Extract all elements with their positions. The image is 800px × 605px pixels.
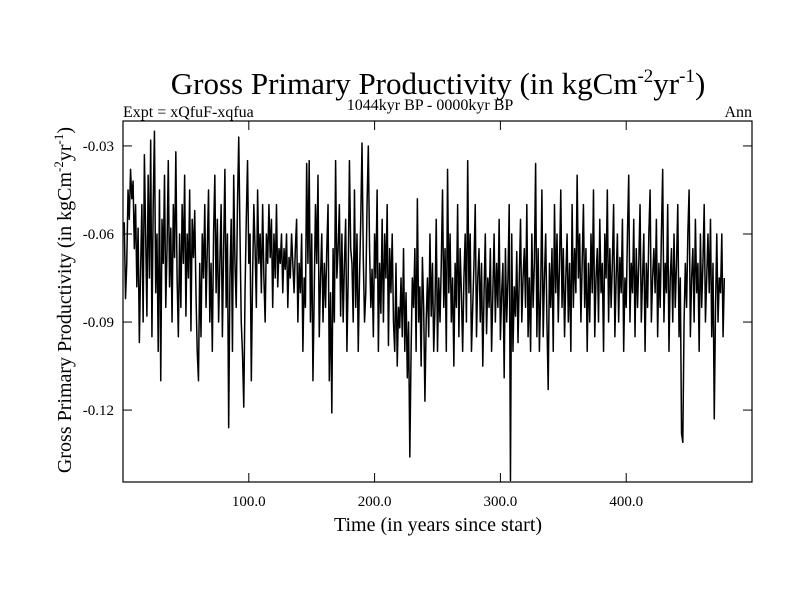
plot-frame — [122, 120, 753, 483]
x-tick-label-3: 400.0 — [609, 494, 643, 510]
chart-title-sup1: -2 — [637, 66, 653, 87]
subtitle-season: Ann — [724, 104, 752, 121]
chart-title: Gross Primary Productivity (in kgCm-2yr-… — [171, 66, 706, 101]
axis-ticks: 100.0 200.0 300.0 400.0 -0.03 -0.06 -0.09 -0.12 — [83, 121, 752, 510]
y-axis-label-sup2: -1 — [51, 134, 66, 145]
x-tick-label-0: 100.0 — [232, 494, 266, 510]
y-axis-label-mid: yr — [54, 144, 76, 161]
y-axis-label-main: Gross Primary Productivity (in kgCm — [54, 172, 76, 474]
y-axis-label-end: ) — [54, 127, 76, 134]
x-axis-label: Time (in years since start) — [334, 514, 542, 536]
subtitle-period: 1044kyr BP - 0000kyr BP — [347, 97, 514, 114]
y-tick-label-2: -0.09 — [83, 315, 114, 331]
x-tick-label-2: 300.0 — [484, 494, 518, 510]
chart-title-sup2: -1 — [679, 66, 695, 87]
y-tick-label-3: -0.12 — [83, 403, 114, 419]
series-group — [123, 130, 726, 482]
y-tick-label-1: -0.06 — [83, 227, 115, 243]
subtitle-experiment: Expt = xQfuF-xqfua — [123, 104, 254, 121]
chart-title-mid: yr — [653, 66, 680, 101]
series-line-0 — [123, 130, 726, 482]
x-tick-label-1: 200.0 — [358, 494, 392, 510]
y-axis-label: Gross Primary Productivity (in kgCm-2yr-… — [51, 127, 76, 473]
chart-title-main: Gross Primary Productivity (in kgCm — [171, 66, 638, 101]
chart-title-end: ) — [695, 66, 705, 101]
y-tick-label-0: -0.03 — [83, 139, 114, 155]
y-axis-label-sup1: -2 — [51, 161, 66, 172]
